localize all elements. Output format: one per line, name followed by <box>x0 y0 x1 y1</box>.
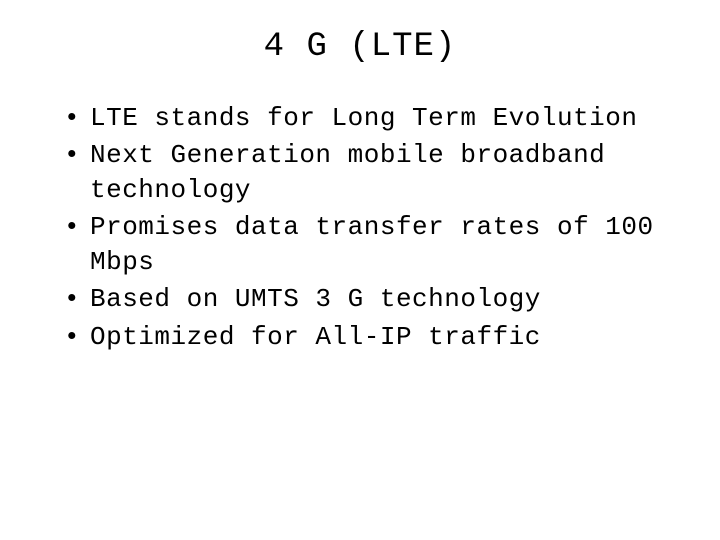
bullet-item: Based on UMTS 3 G technology <box>60 282 660 317</box>
bullet-item: Optimized for All-IP traffic <box>60 320 660 355</box>
bullet-item: Next Generation mobile broadband technol… <box>60 138 660 208</box>
bullet-list: LTE stands for Long Term Evolution Next … <box>60 101 660 355</box>
slide-title: 4 G (LTE) <box>60 28 660 66</box>
bullet-item: Promises data transfer rates of 100 Mbps <box>60 210 660 280</box>
bullet-item: LTE stands for Long Term Evolution <box>60 101 660 136</box>
